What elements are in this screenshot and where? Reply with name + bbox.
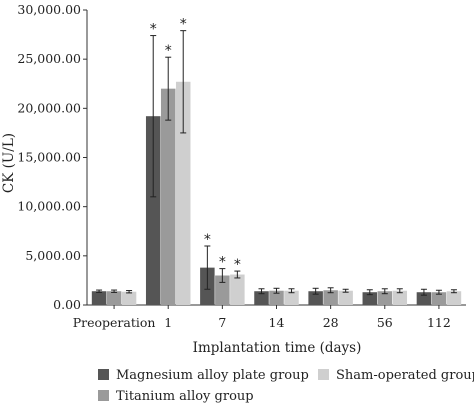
error-bar	[273, 287, 280, 294]
legend-item: Magnesium alloy plate group	[98, 368, 309, 383]
x-tick-label: 28	[323, 315, 339, 330]
bar	[175, 81, 191, 306]
x-tick-label: 56	[377, 315, 393, 330]
significance-markers: * * * * * *	[150, 17, 241, 273]
significance-star: *	[150, 22, 157, 38]
bar	[215, 275, 230, 305]
x-tick-label: 14	[269, 315, 285, 330]
bars	[91, 81, 462, 306]
y-tick-label: 5,000.00	[25, 248, 81, 263]
x-tick-label: 7	[218, 315, 226, 330]
error-bar	[327, 287, 334, 294]
error-bar	[450, 289, 457, 294]
legend-item: Titanium alloy group	[98, 389, 254, 404]
bar	[308, 291, 323, 305]
bar	[323, 290, 338, 305]
bar	[362, 292, 378, 305]
error-bar	[258, 288, 265, 295]
legend-item: Sham-operated group	[318, 368, 474, 383]
significance-star: *	[219, 255, 226, 271]
axes	[86, 10, 466, 306]
legend: Magnesium alloy plate group Titanium allo…	[98, 368, 474, 404]
error-bar	[435, 289, 442, 295]
error-bar	[96, 289, 103, 293]
bar	[230, 274, 245, 305]
y-tick-label: 15,000.00	[17, 150, 81, 165]
legend-label: Titanium alloy group	[116, 389, 254, 404]
bar	[145, 116, 161, 305]
y-tick-labels: 0.00 5,000.00 10,000.00 15,000.00 20,000.00 2…	[17, 2, 87, 312]
error-bar	[126, 290, 133, 294]
bar	[377, 291, 393, 305]
error-bar	[381, 288, 388, 295]
bar	[338, 290, 353, 305]
error-bar	[165, 56, 172, 121]
significance-star: *	[204, 232, 211, 248]
error-bar	[342, 288, 349, 293]
legend-swatch	[98, 390, 109, 401]
bar	[284, 290, 299, 305]
y-tick-label: 25,000.00	[17, 51, 81, 66]
y-tick-label: 30,000.00	[17, 2, 81, 17]
bar	[254, 291, 269, 305]
legend-label: Sham-operated group	[336, 368, 474, 383]
significance-star: *	[180, 17, 187, 33]
x-axis-title: Implantation time (days)	[193, 340, 362, 356]
bar	[106, 291, 122, 305]
error-bar	[420, 288, 427, 296]
y-tick-label: 10,000.00	[17, 199, 81, 214]
bar	[269, 290, 284, 305]
significance-star: *	[165, 43, 172, 59]
y-tick-label: 20,000.00	[17, 100, 81, 115]
significance-star: *	[234, 257, 241, 273]
bar	[431, 292, 447, 305]
x-tick-labels: Preoperation 1 7 14 28 56 112	[73, 305, 451, 330]
x-tick-label: 1	[164, 315, 172, 330]
error-bar	[180, 30, 187, 134]
x-tick-label: Preoperation	[73, 315, 156, 330]
legend-swatch	[318, 369, 329, 380]
error-bar	[150, 35, 157, 198]
bar	[416, 292, 432, 305]
error-bar	[219, 268, 226, 283]
error-bar	[234, 270, 241, 279]
error-bar	[111, 289, 118, 293]
error-bar	[204, 245, 211, 290]
x-tick-label: 112	[427, 315, 451, 330]
y-axis-title: CK (U/L)	[1, 133, 17, 193]
bar	[121, 291, 137, 305]
legend-swatch	[98, 369, 109, 380]
error-bar	[396, 288, 403, 294]
bar	[91, 291, 107, 305]
error-bar	[288, 288, 295, 294]
bar	[160, 88, 176, 306]
y-tick-label: 0.00	[53, 297, 81, 312]
bar	[446, 291, 462, 305]
error-bars	[96, 30, 457, 296]
error-bar	[312, 287, 319, 295]
legend-label: Magnesium alloy plate group	[116, 368, 309, 383]
error-bar	[366, 289, 373, 296]
bar	[392, 290, 408, 305]
